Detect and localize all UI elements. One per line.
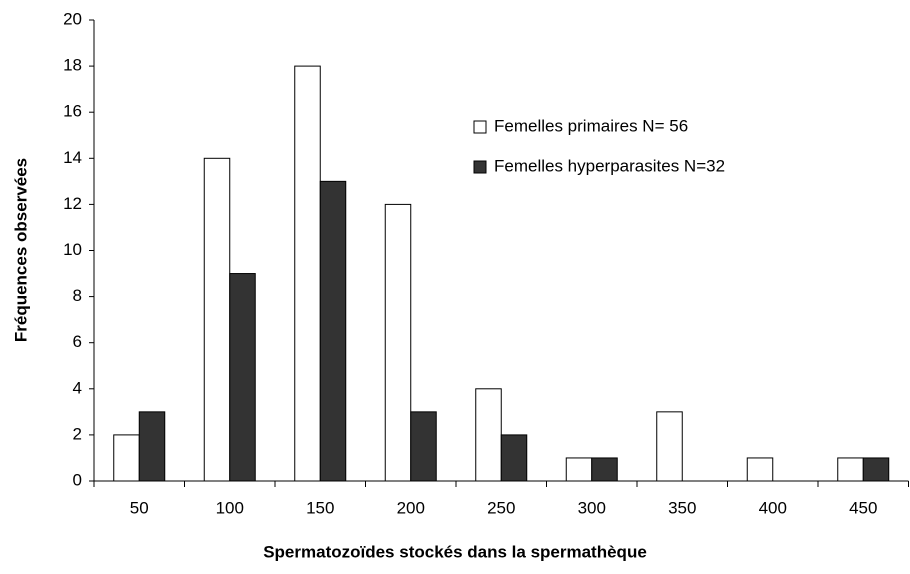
y-tick-label: 14 (63, 148, 82, 167)
bar (229, 273, 256, 482)
x-tick-label: 250 (487, 498, 515, 517)
bar (475, 388, 502, 482)
y-tick-label: 16 (63, 102, 82, 121)
y-tick-label: 2 (73, 424, 82, 443)
bar (384, 203, 412, 482)
legend-label: Femelles primaires N= 56 (494, 116, 688, 135)
bar (138, 411, 166, 482)
y-tick-label: 10 (63, 240, 82, 259)
y-tick-label: 6 (73, 332, 82, 351)
legend-swatch (473, 120, 487, 134)
x-tick-label: 200 (397, 498, 425, 517)
y-tick-label: 20 (63, 9, 82, 28)
bar (746, 457, 774, 482)
x-tick-label: 450 (849, 498, 877, 517)
bar (837, 457, 864, 482)
bar (500, 434, 528, 482)
y-tick-label: 4 (73, 378, 82, 397)
x-tick-label: 100 (216, 498, 244, 517)
bar (319, 180, 347, 482)
bar (656, 411, 683, 482)
bar (410, 411, 437, 482)
bar (591, 457, 618, 482)
bar (113, 434, 140, 482)
y-axis-label: Fréquences observées (11, 158, 30, 342)
x-tick-label: 150 (306, 498, 334, 517)
bar (294, 65, 321, 482)
bar (565, 457, 593, 482)
y-tick-label: 0 (73, 470, 82, 489)
x-tick-label: 300 (578, 498, 606, 517)
legend-swatch (473, 160, 487, 174)
x-tick-label: 400 (759, 498, 787, 517)
y-tick-label: 12 (63, 194, 82, 213)
x-tick-label: 350 (668, 498, 696, 517)
y-tick-label: 18 (63, 56, 82, 75)
legend-label: Femelles hyperparasites N=32 (494, 156, 725, 175)
bar (862, 457, 890, 482)
y-tick-label: 8 (73, 286, 82, 305)
bar (203, 157, 231, 482)
x-axis-label: Spermatozoïdes stockés dans la spermathè… (263, 542, 647, 561)
x-tick-label: 50 (130, 498, 149, 517)
